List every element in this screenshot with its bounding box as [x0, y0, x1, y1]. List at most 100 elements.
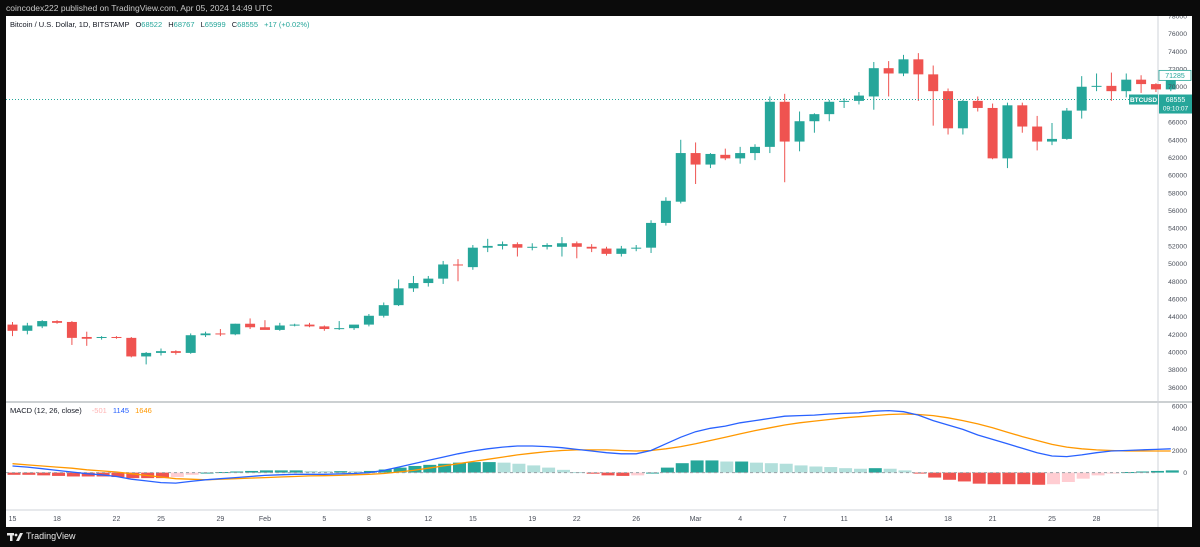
histogram-bar: [1002, 472, 1016, 485]
candle-body: [839, 100, 850, 102]
candle-body: [646, 222, 657, 248]
candle-body: [586, 246, 597, 249]
candle-body: [289, 324, 300, 326]
candle-body: [438, 264, 449, 279]
candle: [690, 142, 701, 185]
histogram-bar: [289, 470, 303, 473]
histogram-bar: [126, 472, 140, 479]
candle: [497, 241, 508, 250]
candle: [957, 100, 968, 135]
histogram-bar: [1061, 472, 1075, 482]
histogram-bar: [408, 465, 422, 473]
candle-body: [1017, 105, 1028, 127]
candle: [1017, 102, 1028, 133]
candle: [809, 113, 820, 133]
histogram-bar: [764, 463, 778, 473]
candle: [319, 325, 330, 331]
price-tick-label: 40000: [1168, 350, 1187, 357]
candle: [1121, 73, 1132, 98]
histogram-bar: [690, 460, 704, 473]
histogram-bar: [868, 468, 882, 473]
candle-body: [22, 325, 33, 331]
candle: [972, 96, 983, 112]
candle-body: [215, 333, 226, 335]
candle-body: [408, 283, 419, 289]
histogram-bar: [453, 462, 466, 473]
candle: [141, 352, 152, 365]
candle-body: [779, 101, 790, 142]
tradingview-logo-icon: [7, 533, 23, 541]
price-tick-label: 52000: [1168, 243, 1187, 250]
candle-body: [37, 321, 48, 327]
candle: [571, 241, 582, 259]
candle: [1091, 73, 1102, 92]
candle: [37, 320, 48, 329]
price-tick-label: 46000: [1168, 296, 1187, 303]
candles: [7, 53, 1176, 365]
candle: [556, 237, 567, 257]
candle-body: [616, 248, 627, 254]
time-tick-label: 11: [840, 516, 847, 523]
histogram-bar: [334, 471, 348, 473]
candle: [289, 323, 300, 327]
candle: [779, 93, 790, 183]
candle: [393, 279, 404, 307]
histogram-bar: [393, 467, 407, 473]
histogram-bar: [542, 467, 556, 473]
candle: [52, 320, 63, 324]
histogram-bar: [1136, 471, 1150, 473]
candle: [66, 321, 77, 345]
candle-body: [497, 244, 508, 246]
candle-body: [467, 247, 478, 268]
candle: [363, 313, 374, 327]
time-tick-label: 22: [113, 516, 121, 523]
candle: [349, 324, 360, 330]
candle-body: [423, 278, 434, 284]
candle: [259, 320, 270, 330]
candle: [586, 244, 597, 253]
price-legend: Bitcoin / U.S. Dollar, 1D, BITSTAMP O685…: [10, 20, 310, 29]
candle-body: [200, 333, 211, 336]
candle: [1076, 76, 1087, 119]
candle-body: [185, 335, 196, 353]
histogram-bar: [1032, 472, 1046, 485]
candle: [408, 275, 419, 292]
histogram-bar: [66, 472, 80, 477]
candle-body: [378, 305, 389, 316]
chart-svg[interactable]: 3600038000400004200044000460004800050000…: [6, 14, 1192, 527]
candle: [7, 321, 18, 337]
candle: [1061, 107, 1072, 140]
chart-area[interactable]: 36000 38000 40000 42000 44000 46000 48000 50000…: [6, 14, 1192, 527]
histogram-bar: [304, 470, 318, 473]
candle: [943, 88, 954, 135]
histogram-bar: [853, 468, 867, 473]
candle: [156, 348, 166, 356]
candle: [170, 350, 181, 355]
footer-brand: TradingView: [26, 531, 76, 541]
time-tick-label: 25: [1048, 516, 1056, 523]
time-tick-label: 12: [424, 516, 432, 523]
price-tick-label: 78000: [1168, 16, 1187, 21]
candle: [824, 100, 835, 122]
macd-axis[interactable]: 0 2000 4000 6000: [1172, 404, 1187, 477]
histogram-bar: [616, 472, 630, 476]
macd-tick-label: 6000: [1172, 404, 1187, 411]
candle-body: [170, 351, 181, 353]
candle-body: [259, 327, 270, 330]
histogram-bar: [482, 462, 496, 473]
time-tick-label: 22: [573, 516, 581, 523]
macd-signal-line: [12, 413, 1171, 481]
candle-body: [883, 68, 894, 74]
histogram-bar: [824, 467, 838, 473]
candle-body: [898, 59, 909, 74]
candle: [467, 245, 478, 270]
histogram-bar: [527, 465, 541, 473]
time-axis[interactable]: 15 18 22 25 29 Feb 5 8 12 15 19 22 26 Mar 4 7 11 14 18 21 25…: [9, 516, 1101, 523]
histogram-bar: [898, 470, 912, 473]
price-tick-label: 58000: [1168, 190, 1187, 197]
candle: [646, 220, 657, 253]
candle: [245, 318, 256, 330]
candle-body: [156, 351, 166, 353]
candle-body: [705, 153, 716, 165]
histogram-bar: [987, 472, 1001, 485]
